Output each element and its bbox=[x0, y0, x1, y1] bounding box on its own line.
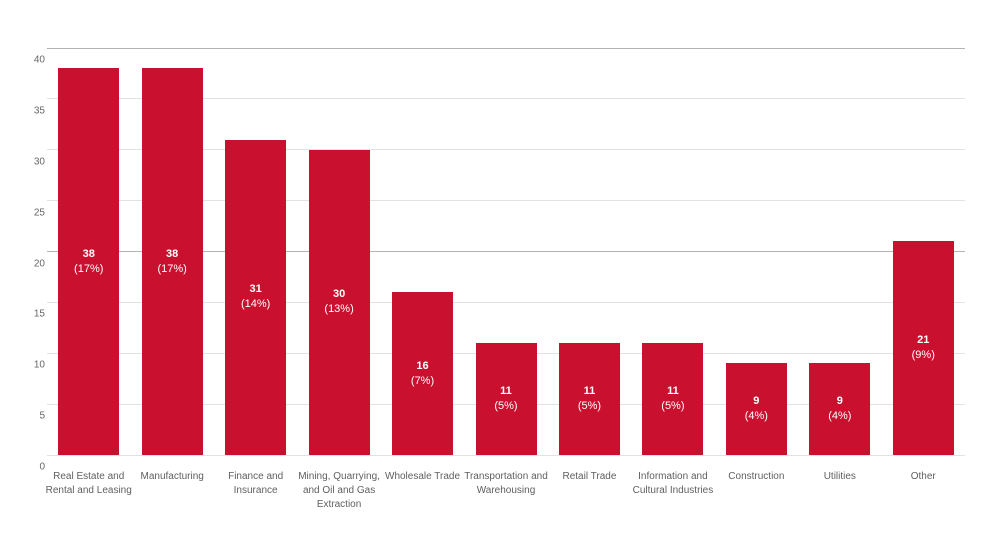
y-tick-label-30: 30 bbox=[33, 156, 45, 168]
bar-percent: (14%) bbox=[240, 298, 271, 311]
bar-value: 11 bbox=[500, 385, 512, 398]
bar-percent: (4%) bbox=[828, 410, 852, 423]
bar-value-label: 11 (5%) bbox=[642, 384, 703, 414]
bar-mining-quarrying-and-oil-and-gas-extraction[interactable]: 30 (13%) bbox=[308, 149, 370, 455]
x-axis-label-finance-and-insurance: Finance and Insurance bbox=[228, 471, 284, 496]
bar-utilities[interactable]: 9 (4%) bbox=[809, 363, 871, 455]
y-tick-label-0: 0 bbox=[39, 461, 45, 473]
y-tick-label-40: 40 bbox=[33, 54, 45, 66]
bar-information-and-cultural-industries[interactable]: 11 (5%) bbox=[642, 343, 704, 455]
bar-value: 38 bbox=[166, 247, 179, 260]
bar-percent: (17%) bbox=[157, 262, 187, 275]
x-axis-label-mining-quarrying-and-oil-and-gas-extraction: Mining, Quarrying, and Oil and Gas Extra… bbox=[298, 471, 380, 510]
y-tick-label-5: 5 bbox=[39, 410, 45, 422]
y-tick-label-15: 15 bbox=[33, 308, 45, 320]
x-axis-label-other: Other bbox=[910, 471, 936, 482]
bar-real-estate-and-rental-and-leasing[interactable]: 38 (17%) bbox=[58, 68, 120, 455]
x-axis-label-construction: Construction bbox=[728, 471, 785, 482]
bar-value-label: 21 (9%) bbox=[893, 333, 954, 363]
gridline-20 bbox=[47, 251, 965, 252]
bar-percent: (5%) bbox=[661, 400, 685, 413]
y-tick-label-25: 25 bbox=[33, 207, 45, 219]
bar-percent: (7%) bbox=[410, 374, 435, 387]
x-axis-label-utilities: Utilities bbox=[823, 471, 856, 482]
bar-percent: (9%) bbox=[911, 349, 935, 362]
bar-value-label: 30 (13%) bbox=[309, 287, 370, 317]
y-tick-label-20: 20 bbox=[33, 258, 45, 269]
gridline-40 bbox=[47, 47, 965, 49]
x-axis-label-information-and-cultural-industries: Information and Cultural Industries bbox=[632, 471, 714, 496]
bar-value: 38 bbox=[82, 247, 95, 260]
bar-value-label: 31 (14%) bbox=[225, 282, 286, 312]
x-axis-label-transportation-and-warehousing: Transportation and Warehousing bbox=[464, 471, 548, 496]
bar-value-label: 38 (17%) bbox=[58, 247, 119, 277]
x-axis-label-manufacturing: Manufacturing bbox=[140, 471, 204, 482]
bar-value: 30 bbox=[332, 288, 346, 301]
bar-value: 31 bbox=[249, 283, 262, 296]
gridline-0 bbox=[47, 454, 965, 456]
bar-percent: (4%) bbox=[744, 410, 768, 423]
gridline-35 bbox=[47, 98, 965, 100]
bar-value: 11 bbox=[583, 385, 596, 398]
bar-percent: (13%) bbox=[324, 303, 354, 316]
x-axis-label-wholesale-trade: Wholesale Trade bbox=[385, 471, 461, 482]
bar-retail-trade[interactable]: 11 (5%) bbox=[558, 343, 620, 455]
bar-value-label: 38 (17%) bbox=[142, 247, 203, 277]
bar-value: 11 bbox=[667, 385, 679, 398]
bar-value-label: 16 (7%) bbox=[392, 359, 453, 389]
bar-manufacturing[interactable]: 38 (17%) bbox=[141, 68, 203, 455]
bar-value: 9 bbox=[836, 395, 843, 408]
gridline-25 bbox=[47, 200, 965, 202]
bar-percent: (5%) bbox=[494, 400, 518, 413]
y-tick-label-35: 35 bbox=[33, 105, 45, 117]
bar-other[interactable]: 21 (9%) bbox=[892, 241, 954, 455]
bar-finance-and-insurance[interactable]: 31 (14%) bbox=[225, 139, 287, 455]
x-axis-label-retail-trade: Retail Trade bbox=[562, 471, 617, 482]
bar-value-label: 9 (4%) bbox=[726, 394, 787, 424]
gridline-15 bbox=[47, 301, 965, 303]
gridline-30 bbox=[47, 149, 965, 151]
bar-value: 21 bbox=[917, 334, 930, 347]
bar-transportation-and-warehousing[interactable]: 11 (5%) bbox=[475, 343, 537, 455]
bar-value: 9 bbox=[753, 395, 760, 408]
bar-percent: (17%) bbox=[74, 262, 104, 275]
bar-construction[interactable]: 9 (4%) bbox=[725, 363, 787, 455]
bar-value-label: 11 (5%) bbox=[476, 384, 537, 414]
bar-value-label: 11 (5%) bbox=[559, 384, 620, 414]
bar-wholesale-trade[interactable]: 16 (7%) bbox=[392, 292, 454, 455]
bar-percent: (5%) bbox=[577, 400, 602, 413]
bar-value: 16 bbox=[416, 359, 429, 372]
bar-value-label: 9 (4%) bbox=[809, 394, 870, 424]
x-axis-label-real-estate-and-rental-and-leasing: Real Estate and Rental and Leasing bbox=[45, 471, 132, 496]
y-tick-label-10: 10 bbox=[33, 359, 45, 371]
